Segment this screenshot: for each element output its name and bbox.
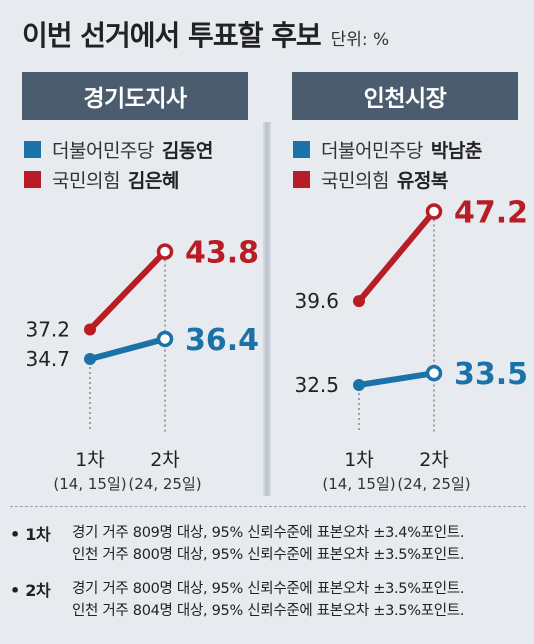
data-label: 34.7 xyxy=(25,347,70,371)
note-line: 경기 거주 809명 대상, 95% 신뢰수준에 표본오차 ±3.4%포인트. xyxy=(72,525,465,541)
note-label: • 2차 xyxy=(10,581,51,600)
data-point xyxy=(353,378,365,391)
legend-candidate: 유정복 xyxy=(396,169,448,192)
category-sublabel: (14, 15일) xyxy=(53,475,126,493)
series-line xyxy=(356,208,437,305)
category-label: 2차 xyxy=(150,449,180,471)
page-title: 이번 선거에서 투표할 후보 xyxy=(22,19,322,52)
legend-swatch-blue xyxy=(293,140,310,158)
data-label: 47.2 xyxy=(454,196,528,231)
data-point xyxy=(84,323,96,336)
data-point xyxy=(156,330,174,348)
category-label: 2차 xyxy=(419,449,449,471)
legend-party: 국민의힘 xyxy=(52,169,120,192)
category-label: 1차 xyxy=(344,449,374,471)
data-label: 39.6 xyxy=(294,289,339,313)
category-sublabel: (24, 25일) xyxy=(128,475,201,493)
series-line xyxy=(356,370,437,388)
notes: • 1차 경기 거주 809명 대상, 95% 신뢰수준에 표본오차 ±3.4%… xyxy=(10,506,526,619)
line-charts: 34.7 36.4 37.2 43.8 1차 (14, 15일) 2차 (24, 25일) 32… xyxy=(25,196,528,494)
data-label: 36.4 xyxy=(185,323,259,358)
category-sublabel: (24, 25일) xyxy=(397,475,470,493)
data-label: 32.5 xyxy=(294,373,339,397)
note-line: 경기 거주 800명 대상, 95% 신뢰수준에 표본오차 ±3.5%포인트. xyxy=(72,581,465,597)
legend-party: 더불어민주당 xyxy=(52,139,154,162)
data-label: 43.8 xyxy=(185,236,259,271)
data-point xyxy=(156,243,174,260)
legend-swatch-blue xyxy=(24,140,41,158)
legend-party: 더불어민주당 xyxy=(321,139,423,162)
data-point xyxy=(353,295,365,308)
legend-candidate: 김은혜 xyxy=(127,169,179,192)
legend-gyeonggi: 더불어민주당 김동연 국민의힘 김은혜 xyxy=(24,134,213,194)
series-line xyxy=(87,248,168,333)
data-label: 33.5 xyxy=(454,357,528,392)
category-sublabel: (14, 15일) xyxy=(322,475,395,493)
category-label: 1차 xyxy=(75,449,105,471)
note-line: 인천 거주 804명 대상, 95% 신뢰수준에 표본오차 ±3.5%포인트. xyxy=(72,603,465,619)
unit-label: 단위: % xyxy=(330,30,390,50)
data-label: 37.2 xyxy=(25,318,70,342)
data-point xyxy=(425,364,443,382)
legend-swatch-red xyxy=(24,170,41,188)
legend-candidate: 박남춘 xyxy=(430,139,482,162)
panel-divider xyxy=(263,122,271,496)
data-point xyxy=(425,203,443,220)
data-point xyxy=(84,353,96,365)
legend-item-red: 국민의힘 유정복 xyxy=(293,164,482,194)
note-line: 인천 거주 800명 대상, 95% 신뢰수준에 표본오차 ±3.5%포인트. xyxy=(72,547,465,563)
panel-header-incheon: 인천시장 xyxy=(292,72,518,120)
note-label: • 1차 xyxy=(10,525,51,544)
legend-item-red: 국민의힘 김은혜 xyxy=(24,164,213,194)
legend-candidate: 김동연 xyxy=(161,139,213,162)
title-row: 이번 선거에서 투표할 후보 단위: % xyxy=(22,14,389,54)
legend-swatch-red xyxy=(293,170,310,188)
series-line xyxy=(87,335,168,362)
panel-header-gyeonggi: 경기도지사 xyxy=(22,72,248,120)
legend-incheon: 더불어민주당 박남춘 국민의힘 유정복 xyxy=(293,134,482,194)
legend-item-blue: 더불어민주당 김동연 xyxy=(24,134,213,164)
legend-item-blue: 더불어민주당 박남춘 xyxy=(293,134,482,164)
legend-party: 국민의힘 xyxy=(321,169,389,192)
